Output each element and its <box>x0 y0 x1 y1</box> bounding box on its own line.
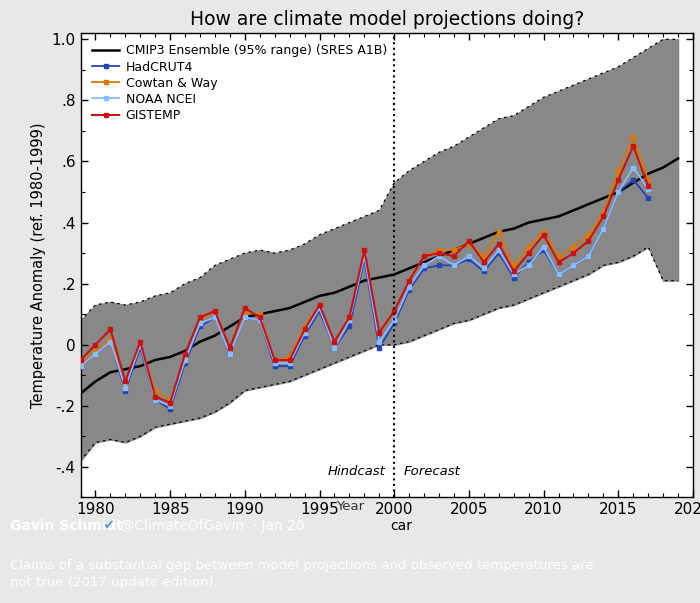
Text: Year: Year <box>336 499 364 513</box>
Title: How are climate model projections doing?: How are climate model projections doing? <box>190 10 584 29</box>
Text: Hindcast: Hindcast <box>328 465 385 478</box>
Y-axis label: Temperature Anomaly (ref. 1980-1999): Temperature Anomaly (ref. 1980-1999) <box>31 122 46 408</box>
Legend: CMIP3 Ensemble (95% range) (SRES A1B), HadCRUT4, Cowtan & Way, NOAA NCEI, GISTEM: CMIP3 Ensemble (95% range) (SRES A1B), H… <box>87 39 392 127</box>
Text: Forecast: Forecast <box>403 465 460 478</box>
Text: ✔: ✔ <box>104 519 114 532</box>
Text: Claims of a substantial gap between model projections and observed temperatures : Claims of a substantial gap between mode… <box>10 558 594 589</box>
Text: @ClimateOfGavin  · Jan 20: @ClimateOfGavin · Jan 20 <box>116 519 304 532</box>
Text: car: car <box>391 519 412 532</box>
Text: Gavin Schmidt: Gavin Schmidt <box>10 519 123 532</box>
